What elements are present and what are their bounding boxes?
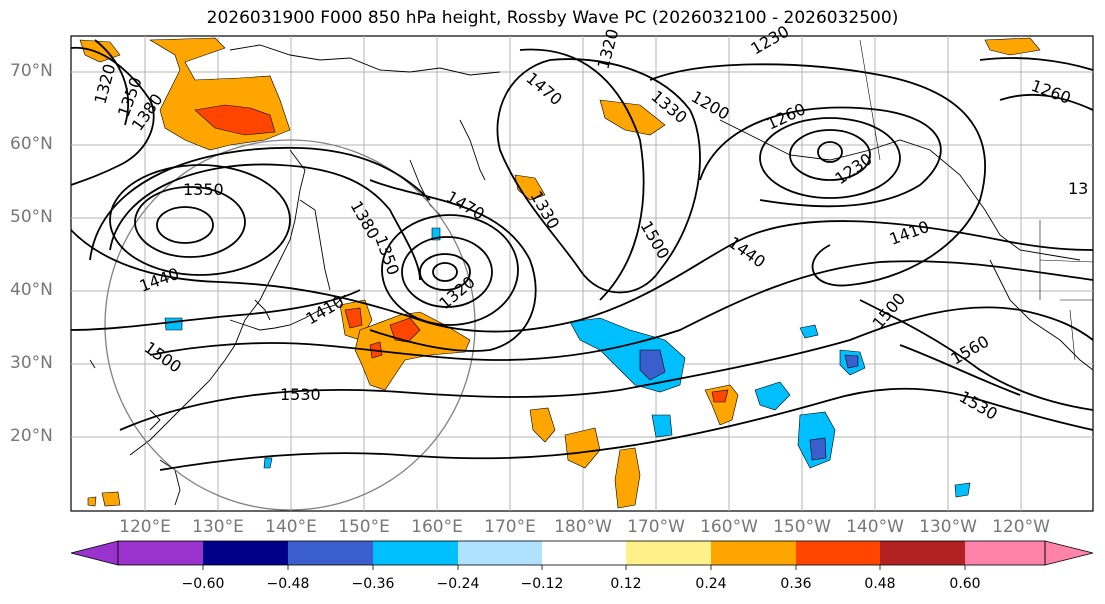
lat-label: 20°N <box>10 426 53 446</box>
colorbar-bin <box>796 541 880 565</box>
colorbar-bin <box>542 541 626 565</box>
colorbar-bin <box>288 541 373 565</box>
colorbar-bin <box>458 541 542 565</box>
colorbar-tick-label: −0.48 <box>266 576 310 592</box>
colorbar-bin <box>965 541 1045 565</box>
colorbar-tick-label: 0.36 <box>780 576 812 592</box>
contour-label: 13 <box>1068 179 1088 198</box>
lat-label: 30°N <box>10 353 53 373</box>
lat-label: 50°N <box>10 207 53 227</box>
colorbar-tick-label: −0.36 <box>351 576 395 592</box>
colorbar-tick-label: −0.60 <box>181 576 225 592</box>
lon-label: 160°W <box>700 517 758 537</box>
colorbar-arrow-left <box>70 540 119 566</box>
contour-label: 1530 <box>280 385 321 404</box>
lon-label: 150°E <box>338 517 390 537</box>
borders <box>859 39 1094 361</box>
colorbar-tick-label: 0.24 <box>695 576 727 592</box>
colorbar-tick-label: −0.12 <box>520 576 564 592</box>
lon-label: 170°W <box>627 517 685 537</box>
height-contours <box>70 39 1094 471</box>
lon-label: 140°E <box>265 517 317 537</box>
colorbar-outline <box>117 540 1046 566</box>
colorbar-tick-label: 0.12 <box>610 576 642 592</box>
lon-label: 150°W <box>773 517 831 537</box>
lon-label: 140°W <box>846 517 904 537</box>
great-circle <box>104 139 476 511</box>
colorbar-bin <box>711 541 796 565</box>
contour-label: 1350 <box>183 180 224 199</box>
lon-label: 130°E <box>192 517 244 537</box>
lon-label: 120°E <box>119 517 171 537</box>
lon-label: 180°W <box>554 517 612 537</box>
colorbar-bin <box>203 541 288 565</box>
colorbar-bin <box>626 541 711 565</box>
lat-label: 60°N <box>10 134 53 154</box>
lat-label: 40°N <box>10 280 53 300</box>
lon-label: 170°E <box>484 517 536 537</box>
map-title: 2026031900 F000 850 hPa height, Rossby W… <box>206 8 899 28</box>
colorbar-tick-label: 0.60 <box>949 576 981 592</box>
colorbar-tick-label: −0.24 <box>436 576 480 592</box>
colorbar-bin <box>373 541 458 565</box>
colorbar-bin <box>880 541 965 565</box>
colorbar-arrow-right <box>1044 540 1094 566</box>
lon-label: 120°W <box>992 517 1050 537</box>
lon-label: 160°E <box>411 517 463 537</box>
positive-anomaly-shading <box>79 37 1041 509</box>
colorbar <box>70 540 1094 570</box>
colorbar-bin <box>118 541 203 565</box>
colorbar-tick-label: 0.48 <box>864 576 896 592</box>
lon-label: 130°W <box>919 517 977 537</box>
lat-label: 70°N <box>10 61 53 81</box>
